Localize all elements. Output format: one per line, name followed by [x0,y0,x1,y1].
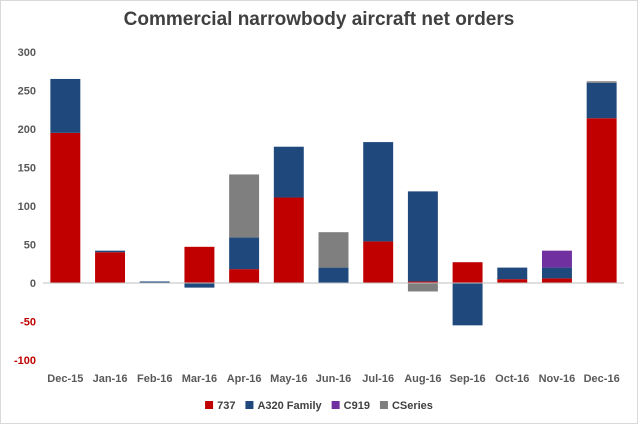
x-tick-label: Feb-16 [137,373,172,385]
x-tick-label: Dec-16 [584,373,620,385]
legend-swatch [205,401,214,409]
bar-segment-a320-family [541,267,572,279]
legend-label: CSeries [392,400,433,412]
legend: 737 A320 Family C919 CSeries [205,400,433,412]
bar-segment-cseries [229,174,260,238]
bar-segment-a320-family [497,267,528,280]
x-tick-label: Oct-16 [495,373,529,385]
bar-segment-737 [452,262,483,283]
x-tick-label: Aug-16 [404,373,441,385]
bar-segment-737 [229,269,260,283]
bar-segment-a320-family [452,283,483,326]
bar-segment-a320-family [363,142,394,242]
bar-segment-737 [363,241,394,283]
legend-swatch [379,401,388,409]
x-tick-label: Mar-16 [182,373,217,385]
legend-label: A320 Family [257,400,322,412]
bar-segment-737 [407,281,438,283]
y-tick-label: 50 [24,240,36,252]
x-tick-label: Sep-16 [450,373,486,385]
x-tick-label: Jul-16 [362,373,394,385]
y-tick-label: 300 [18,47,36,59]
bar-segment-737 [541,278,572,283]
bar-segment-a320-family [139,281,170,283]
bar-segment-cseries [318,232,349,268]
bars [50,78,617,326]
x-tick-label: Nov-16 [539,373,576,385]
bar-segment-a320-family [586,82,617,119]
x-tick-label: May-16 [270,373,307,385]
legend-swatch [245,401,254,409]
bar-segment-737 [273,197,304,283]
legend-swatch [331,401,340,409]
y-tick-label: 0 [30,278,36,290]
bar-segment-737 [95,252,126,283]
x-tick-label: Dec-15 [47,373,83,385]
bar-segment-cseries [407,283,438,292]
bar-segment-a320-family [407,191,438,282]
bar-segment-a320-family [50,78,81,133]
bar-segment-737 [184,246,215,283]
x-tick-label: Apr-16 [227,373,262,385]
bar-segment-a320-family [273,146,304,198]
y-tick-label: -50 [20,317,36,329]
bar-segment-737 [497,279,528,283]
x-tick-label: Jun-16 [316,373,351,385]
bar-segment-a320-family [95,250,126,253]
y-tick-label: 100 [18,201,36,213]
chart-title: Commercial narrowbody aircraft net order… [123,9,515,30]
bar-segment-737 [50,132,81,283]
bar-segment-a320-family [318,267,349,283]
x-axis: Dec-15 Jan-16 Feb-16 Mar-16 Apr-16 May-16 Jun-… [47,373,619,385]
y-axis: -100 -50 0 50 100 150 200 250 300 [14,47,36,367]
legend-label: 737 [217,400,235,412]
y-tick-label: 150 [18,163,36,175]
legend-label: C919 [344,400,370,412]
bar-segment-a320-family [229,237,260,270]
y-tick-label: 200 [18,124,36,136]
y-tick-label: -100 [14,355,36,367]
bar-segment-cseries [586,81,617,83]
y-tick-label: 250 [18,86,36,98]
bar-segment-c919 [541,250,572,268]
bar-segment-737 [586,118,617,283]
bar-segment-a320-family [184,283,215,288]
x-tick-label: Jan-16 [93,373,128,385]
